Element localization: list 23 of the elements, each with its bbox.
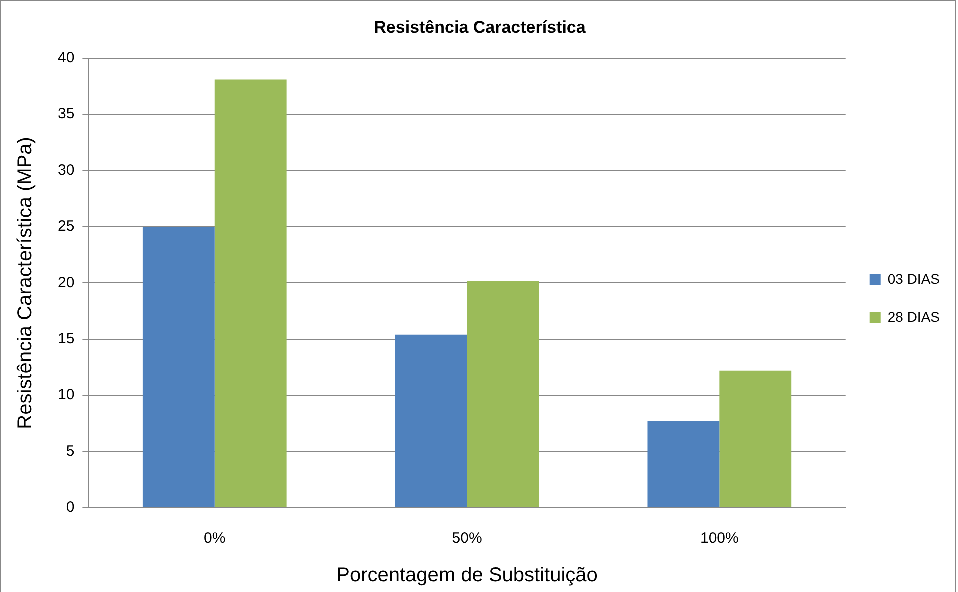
legend-label: 03 DIAS bbox=[888, 270, 940, 287]
bar bbox=[467, 280, 540, 508]
bar bbox=[395, 334, 468, 508]
y-tick-label: 0 bbox=[66, 499, 75, 516]
y-tick-label: 10 bbox=[58, 386, 75, 404]
y-tick-label: 30 bbox=[58, 162, 75, 179]
x-axis-title: Porcentagem de Substituição bbox=[336, 564, 598, 587]
y-tick-label: 35 bbox=[58, 106, 75, 123]
x-tick-label: 0% bbox=[204, 530, 226, 548]
bar bbox=[720, 370, 792, 508]
bar bbox=[142, 227, 215, 508]
x-tick-label: 100% bbox=[700, 530, 739, 548]
y-tick-label: 25 bbox=[58, 218, 75, 236]
bar bbox=[648, 421, 720, 508]
bar bbox=[214, 80, 287, 508]
y-tick-label: 5 bbox=[66, 442, 75, 460]
y-axis-title: Resistência Característica (MPa) bbox=[14, 137, 37, 430]
y-tick-label: 40 bbox=[58, 50, 75, 67]
chart-title: Resistência Característica bbox=[374, 18, 586, 37]
x-tick-label: 50% bbox=[452, 530, 482, 548]
legend-label: 28 DIAS bbox=[888, 308, 940, 325]
y-tick-label: 15 bbox=[58, 330, 75, 348]
y-tick-label: 20 bbox=[58, 274, 75, 292]
